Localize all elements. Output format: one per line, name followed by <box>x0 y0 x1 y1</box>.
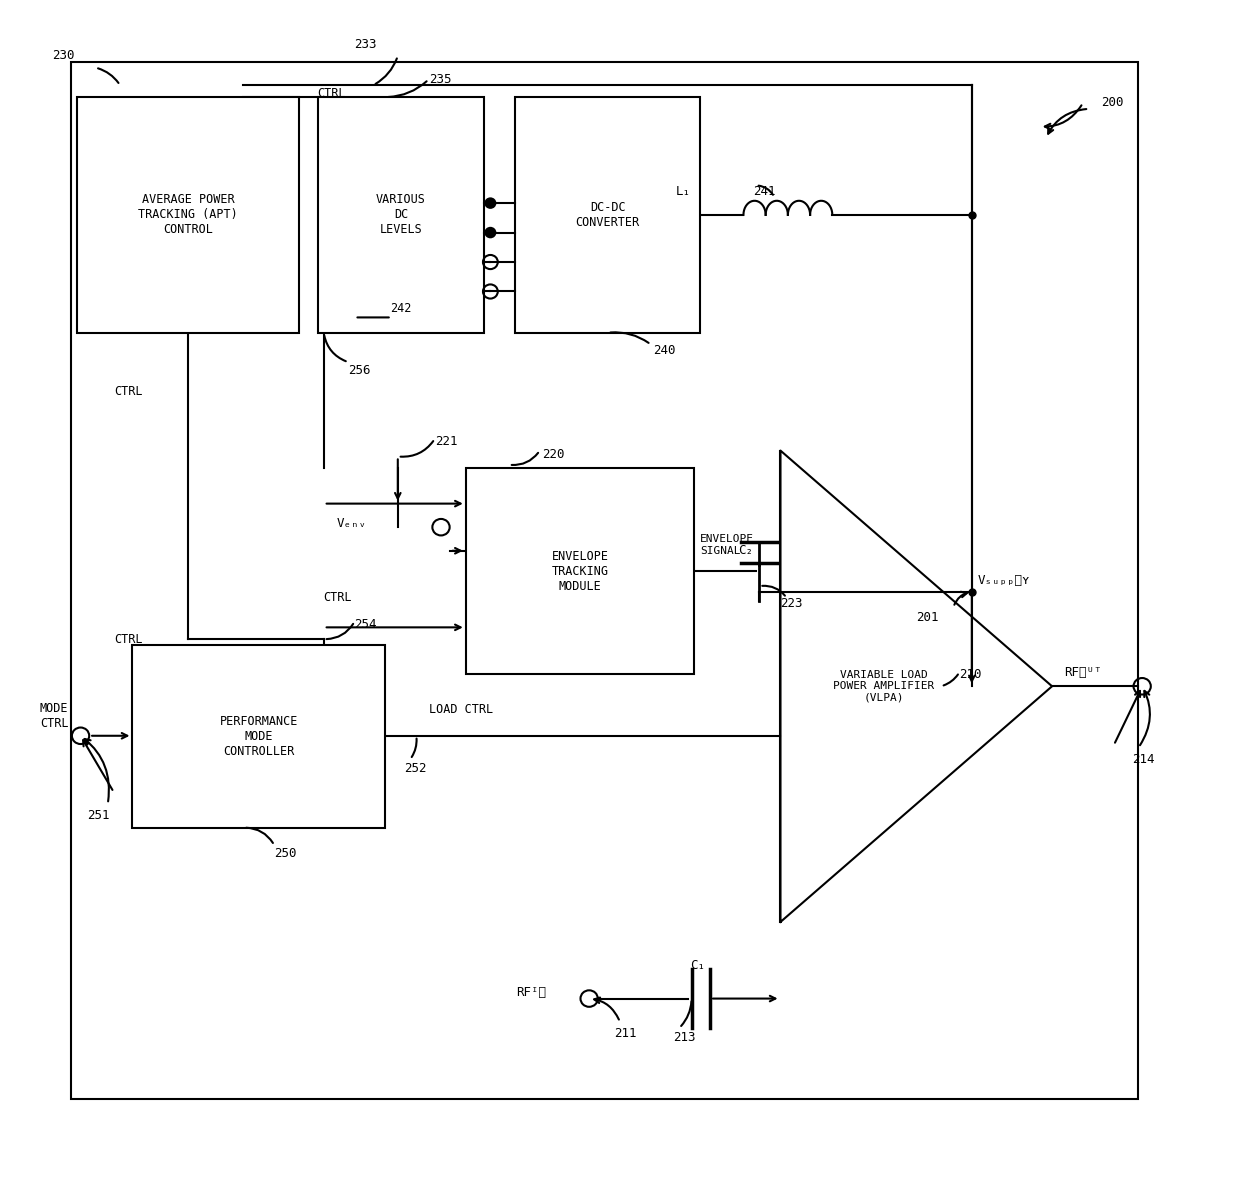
Text: 240: 240 <box>653 343 676 356</box>
Text: 220: 220 <box>542 448 564 461</box>
Text: 254: 254 <box>355 618 377 631</box>
Text: AVERAGE POWER
TRACKING (APT)
CONTROL: AVERAGE POWER TRACKING (APT) CONTROL <box>138 193 238 237</box>
Text: 252: 252 <box>404 762 427 776</box>
FancyBboxPatch shape <box>317 97 484 333</box>
Text: 214: 214 <box>1132 753 1154 766</box>
Text: Vₑₙᵥ: Vₑₙᵥ <box>337 517 367 530</box>
FancyBboxPatch shape <box>133 645 386 828</box>
Text: 250: 250 <box>274 847 296 860</box>
Text: 235: 235 <box>429 73 451 86</box>
Text: CTRL: CTRL <box>114 385 143 398</box>
Text: LOAD CTRL: LOAD CTRL <box>429 703 492 716</box>
Text: VARIABLE LOAD
POWER AMPLIFIER
(VLPA): VARIABLE LOAD POWER AMPLIFIER (VLPA) <box>833 670 934 703</box>
Text: 223: 223 <box>780 597 804 610</box>
Text: 233: 233 <box>355 38 377 51</box>
Text: 241: 241 <box>754 185 776 198</box>
Text: VARIOUS
DC
LEVELS: VARIOUS DC LEVELS <box>376 193 425 237</box>
Text: MODE
CTRL: MODE CTRL <box>40 702 68 729</box>
Text: CTRL: CTRL <box>114 632 143 645</box>
Text: ENVELOPE
TRACKING
MODULE: ENVELOPE TRACKING MODULE <box>552 549 609 593</box>
Circle shape <box>485 199 495 208</box>
Text: ENVELOPE
SIGNAL: ENVELOPE SIGNAL <box>701 534 754 555</box>
Text: RFᴵⰍ: RFᴵⰍ <box>516 986 546 999</box>
Text: Vₛᵤₚₚℹʏ: Vₛᵤₚₚℹʏ <box>978 574 1030 587</box>
Text: 210: 210 <box>960 668 982 681</box>
FancyBboxPatch shape <box>515 97 701 333</box>
Text: CTRL: CTRL <box>317 86 346 99</box>
Text: 256: 256 <box>348 363 371 377</box>
Text: 200: 200 <box>1101 96 1123 109</box>
Text: 221: 221 <box>435 435 458 448</box>
FancyBboxPatch shape <box>466 468 694 675</box>
Text: 201: 201 <box>916 611 939 624</box>
Text: CTRL: CTRL <box>324 591 352 604</box>
Text: 211: 211 <box>614 1028 636 1041</box>
Text: 230: 230 <box>52 50 74 63</box>
FancyBboxPatch shape <box>77 97 299 333</box>
Text: RFⱂᵁᵀ: RFⱂᵁᵀ <box>1064 665 1102 678</box>
Circle shape <box>485 227 495 237</box>
Text: 242: 242 <box>391 302 412 315</box>
Text: 251: 251 <box>87 810 109 823</box>
Text: C₁: C₁ <box>691 959 706 972</box>
Text: PERFORMANCE
MODE
CONTROLLER: PERFORMANCE MODE CONTROLLER <box>219 715 298 758</box>
Text: L₁: L₁ <box>676 185 691 198</box>
Text: C₂: C₂ <box>739 545 754 558</box>
Text: DC-DC
CONVERTER: DC-DC CONVERTER <box>575 201 640 229</box>
Text: 213: 213 <box>673 1031 696 1044</box>
